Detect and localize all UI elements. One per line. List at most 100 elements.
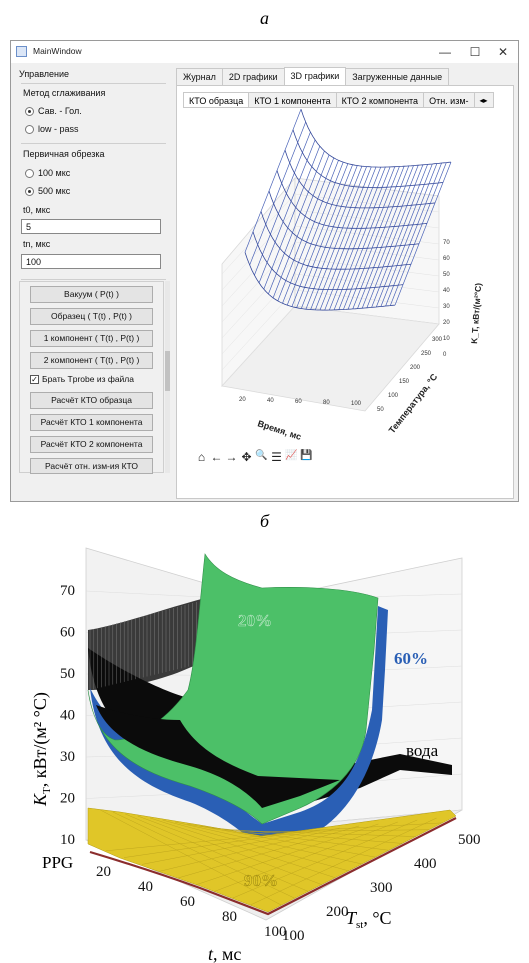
mesh-line <box>123 831 301 858</box>
tab-3d[interactable]: 3D графики <box>283 67 347 85</box>
gridline <box>294 257 440 277</box>
z-tick-label: 40 <box>60 708 75 724</box>
subtab-relative[interactable]: Отн. изм- <box>423 92 475 108</box>
gridline <box>294 305 440 325</box>
surface-mesh-line <box>254 131 311 276</box>
radio-savgol[interactable]: Сав. - Гол. <box>25 106 82 116</box>
mesh-line <box>195 823 379 885</box>
z-tick-label: 30 <box>443 304 450 310</box>
tab-loaded[interactable]: Загруженные данные <box>345 68 450 85</box>
surface-mesh-line <box>310 166 367 310</box>
back-arrow-icon[interactable]: ← <box>210 450 223 464</box>
mesh-line <box>177 825 360 879</box>
maximize-button[interactable]: ☐ <box>469 45 481 59</box>
surface-mesh-line <box>324 166 382 311</box>
x-axis-label: t, мс <box>208 944 241 963</box>
gridline <box>221 257 296 339</box>
z-axis-label: KT, кВт/(м² °C) <box>30 692 53 807</box>
forward-arrow-icon[interactable]: → <box>225 450 238 464</box>
component1-button[interactable]: 1 компонент ( T(t) , P(t) ) <box>30 330 153 347</box>
calc-comp1-button[interactable]: Расчёт КТО 1 компонента <box>30 414 153 431</box>
x-tick-label: 20 <box>96 864 111 880</box>
close-button[interactable]: ✕ <box>497 45 509 59</box>
sample-button[interactable]: Образец ( T(t) , P(t) ) <box>30 308 153 325</box>
x-axis-symbol: t <box>208 944 214 963</box>
mesh-line <box>112 811 295 899</box>
t0-input[interactable]: 5 <box>21 219 161 234</box>
pan-icon[interactable]: ✥ <box>241 450 252 464</box>
surface-mesh-line <box>268 150 325 295</box>
configure-icon[interactable]: ☰ <box>271 450 282 464</box>
x-axis-label: Время, мс <box>256 418 302 442</box>
x-tick-label: 20 <box>239 397 246 403</box>
subtab-scroll-arrows[interactable]: ◂▸ <box>473 92 494 108</box>
x-tick-label: 40 <box>267 398 274 404</box>
save-icon[interactable]: 💾 <box>300 450 313 461</box>
surface-mesh-line <box>286 161 344 306</box>
x-tick-label: 40 <box>138 879 153 895</box>
z-axis-symbol: K <box>30 793 50 807</box>
kto-3d-plot[interactable]: 20 40 60 80 100 300 250 200 150 100 50 0 10 20 30 40 50 6… <box>177 86 513 446</box>
tab-2d[interactable]: 2D графики <box>221 68 285 85</box>
caption-a: а <box>260 8 269 28</box>
tab-journal[interactable]: Журнал <box>176 68 223 85</box>
surface-mesh-line <box>329 166 386 311</box>
surface-mesh-line <box>300 165 358 309</box>
surface-mesh-line <box>268 190 420 250</box>
mesh-line <box>237 829 430 833</box>
y-tick-label: 500 <box>458 832 481 848</box>
radio-lowpass[interactable]: low - pass <box>25 124 79 134</box>
control-panel: Управление Метод сглаживания Сав. - Гол.… <box>17 67 170 495</box>
app-icon <box>16 46 27 57</box>
gridline <box>294 241 440 261</box>
tprobe-checkbox[interactable]: ✓ Брать Tprobe из файла <box>30 374 134 384</box>
home-icon[interactable]: ⌂ <box>197 450 206 464</box>
surface-mesh-line <box>263 145 321 290</box>
surface-mesh-line <box>394 161 452 306</box>
z-tick-label: 10 <box>443 336 450 342</box>
zoom-icon[interactable]: 🔍 <box>255 450 268 461</box>
minimize-button[interactable]: — <box>439 45 451 59</box>
surface-mesh-line <box>276 170 428 229</box>
surface-mesh-line <box>389 162 447 306</box>
tn-input[interactable]: 100 <box>21 254 161 269</box>
y-tick-label: 300 <box>370 880 393 896</box>
vacuum-button[interactable]: Вакуум ( P(t) ) <box>30 286 153 303</box>
surface-mesh-line <box>292 129 444 188</box>
surface-mesh-line <box>366 164 424 308</box>
mesh-line <box>231 819 418 899</box>
surface-mesh-line <box>282 160 339 304</box>
scroll-thumb[interactable] <box>165 351 170 391</box>
radio-100us[interactable]: 100 мкс <box>25 168 70 178</box>
tprobe-checkbox-label: Брать Tprobe из файла <box>42 374 134 384</box>
mesh-line <box>125 813 309 892</box>
mesh-line <box>249 817 437 906</box>
surface-mesh-line <box>319 166 377 311</box>
z-axis-subscript: T <box>41 787 53 794</box>
svg-text:KT, кВт/(м² °C): KT, кВт/(м² °C) <box>30 692 53 807</box>
radio-500us[interactable]: 500 мкс <box>25 186 70 196</box>
caption-b: б <box>259 511 270 531</box>
gridline <box>221 193 296 275</box>
control-header: Управление <box>19 69 70 79</box>
calc-comp2-button[interactable]: Расчёт КТО 2 компонента <box>30 436 153 453</box>
calc-relative-button[interactable]: Расчёт отн. изм-ия КТО <box>30 458 153 474</box>
surface-mesh-line <box>244 109 302 253</box>
y-axis-label: Температура, °C <box>387 371 440 435</box>
component2-button[interactable]: 2 компонент ( T(t) , P(t) ) <box>30 352 153 369</box>
edit-curve-icon[interactable]: 📈 <box>285 450 298 461</box>
radio-dot <box>25 186 34 196</box>
surface-mesh-line <box>272 154 330 299</box>
surface-mesh-line <box>284 149 436 209</box>
x-tick-label: 100 <box>351 401 362 407</box>
surface-mesh-line <box>347 166 405 310</box>
surface-mesh-line <box>314 166 372 311</box>
panel-scrollbar[interactable] <box>165 281 170 473</box>
surface-mesh-line <box>375 163 433 308</box>
calc-sample-button[interactable]: Расчёт КТО образца <box>30 392 153 409</box>
series-ppg-surface <box>89 817 457 916</box>
surface-mesh-line <box>252 231 404 290</box>
z-tick-label: 20 <box>443 320 450 326</box>
radio-savgol-label: Сав. - Гол. <box>38 106 82 116</box>
label-water: вода <box>406 741 439 760</box>
